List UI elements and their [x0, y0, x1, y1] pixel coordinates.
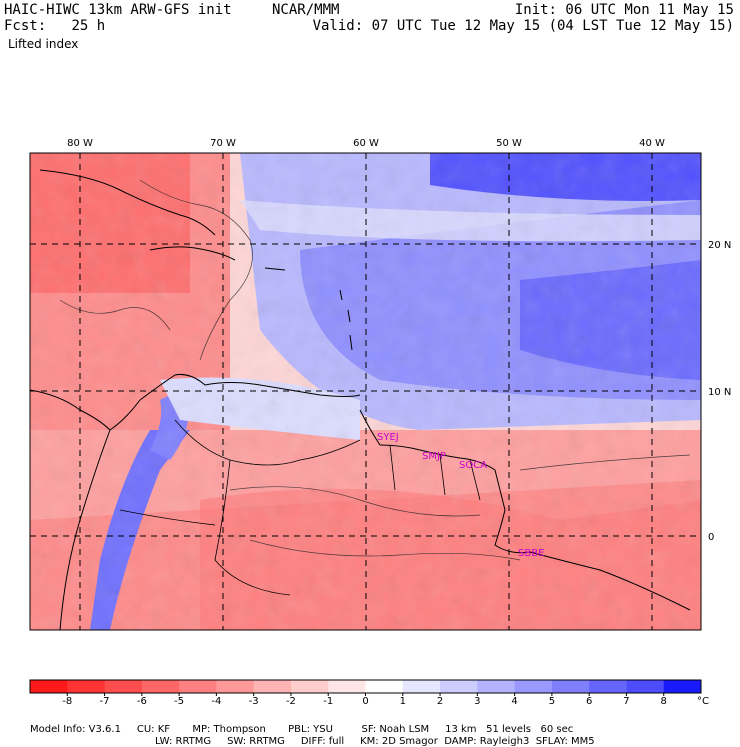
- colorbar-swatch: [402, 680, 441, 693]
- cu-scheme: CU: KF: [136, 724, 171, 735]
- grid-spacing: 13 km: [445, 724, 477, 735]
- valid-time: Valid: 07 UTC Tue 12 May 15 (04 LST Tue …: [312, 18, 734, 34]
- colorbar-swatch: [551, 680, 590, 693]
- lon-label-50w: 50 W: [496, 138, 522, 149]
- lon-label-70w: 70 W: [210, 138, 236, 149]
- station-sbbe: SBBE: [518, 548, 544, 559]
- sf-scheme: SF: Noah LSM: [361, 724, 430, 735]
- colorbar-swatch: [104, 680, 143, 693]
- lat-label-0: 0: [708, 532, 714, 543]
- lon-label-80w: 80 W: [67, 138, 93, 149]
- colorbar-swatch: [589, 680, 627, 693]
- colorbar-tick-label: 8: [660, 696, 667, 707]
- borders: [119, 419, 481, 596]
- colorbar-tick-label: -2: [285, 696, 296, 707]
- colorbar-swatch: [663, 680, 702, 693]
- colorbar-swatch: [328, 680, 366, 693]
- colorbar: [29, 679, 702, 696]
- colorbar-tick-label: -3: [248, 696, 259, 707]
- colorbar-swatch: [365, 680, 404, 693]
- model-title: HAIC-HIWC 13km ARW-GFS init: [4, 2, 232, 18]
- colorbar-swatch: [141, 680, 180, 693]
- colorbar-tick-label: -8: [62, 696, 73, 707]
- station-soca: SOCA: [459, 460, 487, 471]
- lat-label-10n: 10 N: [708, 387, 731, 398]
- footer-line-2: LW: RRTMG SW: RRTMG DIFF: full KM: 2D Sm…: [155, 725, 595, 747]
- org-label: NCAR/MMM: [272, 2, 340, 18]
- colorbar-tick-label: 1: [399, 696, 406, 707]
- station-smjp: SMJP: [422, 451, 446, 462]
- timestep: 60 sec: [540, 724, 574, 735]
- colorbar-swatch: [626, 680, 665, 693]
- field-name: Lifted index: [8, 37, 79, 51]
- model-version: Model Info: V3.6.1: [30, 724, 121, 735]
- km-option: KM: 2D Smagor: [360, 736, 438, 747]
- colorbar-swatch: [216, 680, 255, 693]
- diff-option: DIFF: full: [300, 736, 345, 747]
- colorbar-tick-label: 7: [623, 696, 630, 707]
- station-syej: SYEJ: [377, 432, 399, 443]
- init-time: Init: 06 UTC Mon 11 May 15: [514, 2, 734, 18]
- lon-label-60w: 60 W: [353, 138, 379, 149]
- colorbar-swatch: [30, 680, 68, 693]
- colorbar-swatch: [253, 680, 292, 693]
- colorbar-tick-label: 0: [362, 696, 369, 707]
- colorbar-tick-label: 3: [474, 696, 481, 707]
- colorbar-swatch: [440, 680, 478, 693]
- colorbar-swatch: [290, 680, 329, 693]
- colorbar-tick-label: -7: [99, 696, 110, 707]
- forecast-hour: Fcst: 25 h: [4, 18, 106, 34]
- damp-option: DAMP: Rayleigh3: [444, 736, 530, 747]
- colorbar-swatch: [477, 680, 516, 693]
- pbl-scheme: PBL: YSU: [288, 724, 333, 735]
- colorbar-tick-label: 2: [436, 696, 444, 707]
- lat-label-20n: 20 N: [708, 240, 731, 251]
- colorbar-tick-label: -5: [174, 696, 185, 707]
- colorbar-tick-label: 5: [548, 696, 556, 707]
- colorbar-unit: °C: [697, 696, 709, 707]
- colorbar-tick-label: -4: [211, 696, 222, 707]
- contours: [59, 179, 691, 561]
- sflay-option: SFLAY: MM5: [535, 736, 595, 747]
- lat-lon-grid: [30, 153, 701, 630]
- levels: 51 levels: [486, 724, 531, 735]
- footer-line-1: Model Info: V3.6.1 CU: KF MP: Thompson P…: [30, 713, 573, 735]
- colorbar-swatch: [179, 680, 217, 693]
- lw-scheme: LW: RRTMG: [155, 736, 212, 747]
- colorbar-tick-label: -1: [323, 696, 334, 707]
- colorbar-tick-label: 6: [585, 696, 593, 707]
- lon-label-40w: 40 W: [639, 138, 665, 149]
- mp-scheme: MP: Thompson: [192, 724, 266, 735]
- colorbar-swatch: [514, 680, 553, 693]
- sw-scheme: SW: RRTMG: [227, 736, 285, 747]
- colorbar-swatch: [67, 680, 106, 693]
- colorbar-tick-label: 4: [511, 696, 518, 707]
- colorbar-tick-label: -6: [136, 696, 147, 707]
